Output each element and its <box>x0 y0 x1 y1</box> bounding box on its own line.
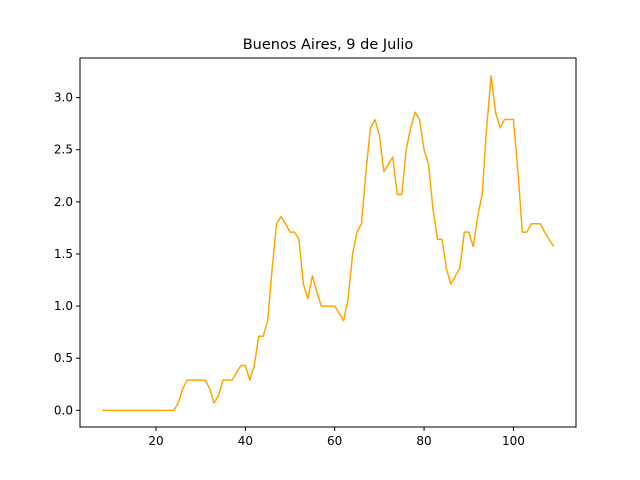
y-tick-label: 2.5 <box>54 143 73 157</box>
x-tick-label: 80 <box>416 434 431 448</box>
y-tick-label: 3.0 <box>54 91 73 105</box>
x-tick-label: 100 <box>502 434 525 448</box>
y-tick-label: 2.0 <box>54 195 73 209</box>
chart-title: Buenos Aires, 9 de Julio <box>243 37 414 53</box>
y-tick-label: 1.0 <box>54 299 73 313</box>
plot-frame <box>79 57 577 428</box>
x-tick-label: 40 <box>238 434 253 448</box>
y-tick-label: 0.0 <box>54 403 73 417</box>
y-tick-label: 1.5 <box>54 247 73 261</box>
x-tick-label: 20 <box>148 434 163 448</box>
series-line <box>102 74 555 412</box>
axes: 20 40 60 80 100 0.0 0.5 1.0 1.5 2.0 2.5 3.0 <box>54 91 525 448</box>
series-group <box>102 74 555 412</box>
y-tick-label: 0.5 <box>54 351 73 365</box>
x-tick-label: 60 <box>327 434 342 448</box>
